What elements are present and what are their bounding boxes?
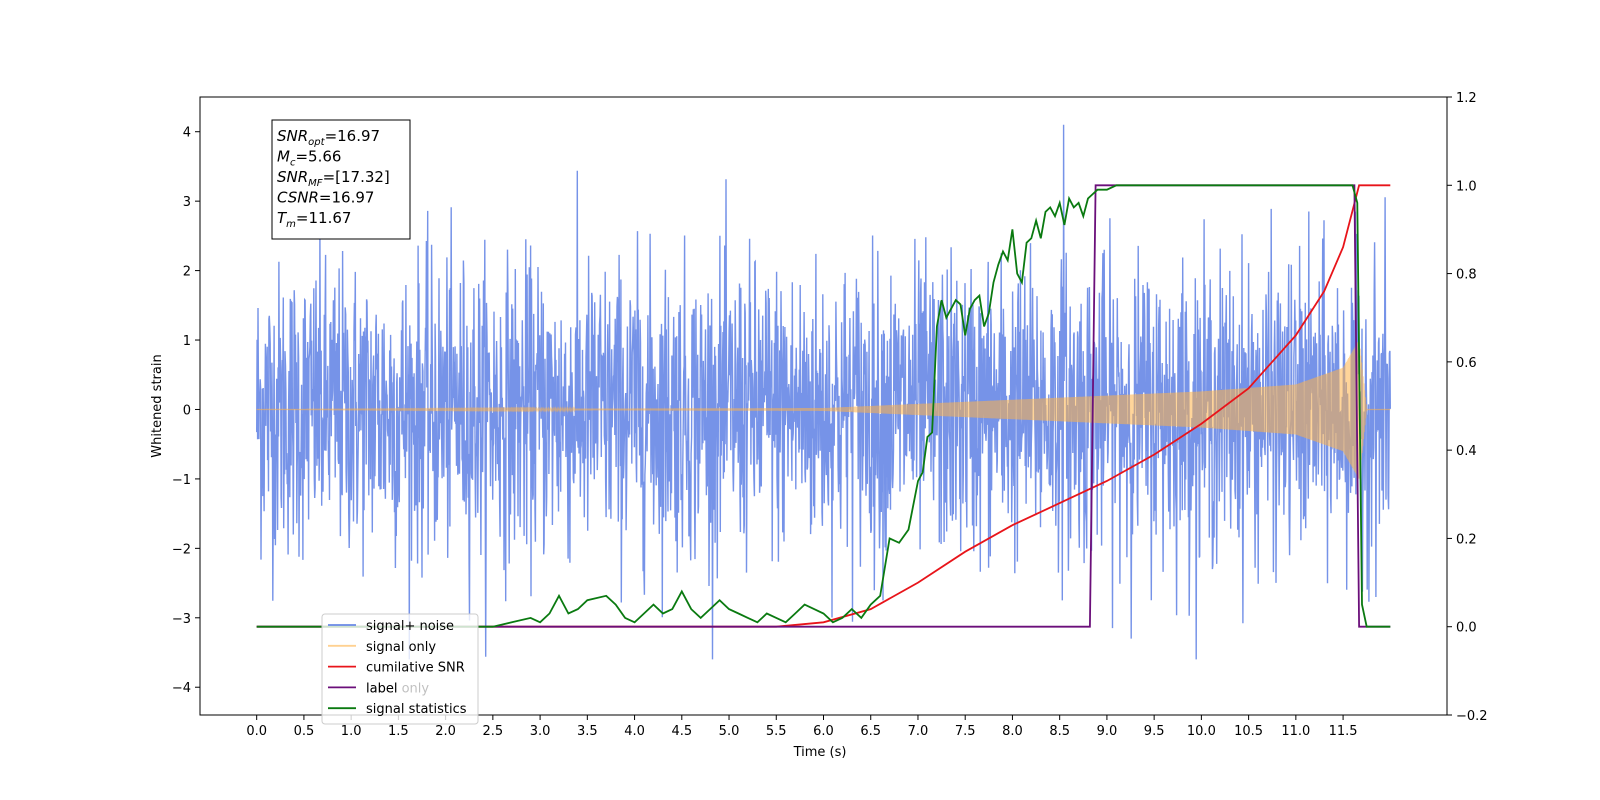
y-tick-label: −4 [172, 681, 191, 696]
series-signal-statistics [256, 184, 1391, 628]
parameter-annotation: SNRopt=16.97Mc=5.66SNRMF=[17.32]CSNR=16.… [271, 119, 411, 240]
annotation-line: Tm=11.67 [277, 209, 351, 230]
x-tick-label: 5.0 [719, 724, 740, 739]
y-tick-label: 1 [183, 334, 191, 349]
annotation-line: CSNR=16.97 [277, 189, 374, 207]
y2-tick-label: 1.2 [1456, 91, 1477, 106]
y2-tick-label: 0.6 [1456, 356, 1477, 371]
y-axis-right: −0.2 0.0 0.2 0.4 0.6 0.8 1.0 1.2 [1447, 91, 1488, 724]
x-tick-label: 4.0 [624, 724, 645, 739]
y-tick-label: 4 [183, 126, 191, 141]
y2-tick-label: −0.2 [1456, 709, 1488, 724]
x-axis-label: Time (s) [793, 745, 847, 760]
x-tick-label: 0.0 [246, 724, 267, 739]
y-axis-label: Whitened strain [150, 354, 165, 457]
y2-tick-label: 0.4 [1456, 444, 1477, 459]
x-tick-label: 6.0 [813, 724, 834, 739]
x-tick-label: 10.5 [1234, 724, 1263, 739]
x-tick-label: 8.0 [1002, 724, 1023, 739]
series-layer [256, 124, 1391, 660]
annotation-line: SNRMF=[17.32] [277, 168, 390, 189]
annotation-frame [271, 119, 411, 240]
x-tick-label: 3.5 [577, 724, 598, 739]
y2-tick-label: 0.8 [1456, 268, 1477, 283]
x-tick-label: 6.5 [860, 724, 881, 739]
y-tick-label: 0 [183, 403, 191, 418]
y-tick-label: 3 [183, 195, 191, 210]
legend-label: signal statistics [366, 702, 467, 717]
x-tick-label: 7.0 [908, 724, 929, 739]
x-tick-label: 11.0 [1281, 724, 1310, 739]
x-tick-label: 8.5 [1049, 724, 1070, 739]
y2-tick-label: 1.0 [1456, 179, 1477, 194]
x-tick-label: 5.5 [766, 724, 787, 739]
legend-label-hidden: label only [366, 681, 429, 696]
series-signal-only [256, 340, 1391, 479]
y-tick-label: 2 [183, 265, 191, 280]
x-tick-label: 9.5 [1144, 724, 1165, 739]
annotation-line: SNRopt=16.97 [277, 127, 380, 148]
x-tick-label: 10.0 [1187, 724, 1216, 739]
legend-label: signal only [366, 640, 436, 655]
x-tick-label: 0.5 [294, 724, 315, 739]
legend: signal+ noise signal only cumilative SNR la… [321, 613, 479, 725]
x-tick-label: 1.0 [341, 724, 362, 739]
series-cumilative-snr [256, 184, 1391, 628]
y-tick-label: −3 [172, 612, 191, 627]
x-tick-label: 1.5 [388, 724, 409, 739]
x-tick-label: 9.0 [1097, 724, 1118, 739]
x-tick-label: 7.5 [955, 724, 976, 739]
x-tick-label: 3.0 [530, 724, 551, 739]
y-tick-label: −1 [172, 473, 191, 488]
legend-label: cumilative SNR [366, 661, 465, 676]
y-axis-left: −4 −3 −2 −1 0 1 2 3 4 [172, 126, 200, 696]
legend-label: signal+ noise [366, 619, 454, 634]
legend-frame [321, 613, 479, 725]
y2-tick-label: 0.0 [1456, 621, 1477, 636]
annotation-line: Mc=5.66 [277, 148, 341, 169]
x-tick-label: 2.0 [435, 724, 456, 739]
y-tick-label: −2 [172, 542, 191, 557]
x-tick-label: 11.5 [1329, 724, 1358, 739]
legend-label: label [366, 681, 397, 696]
y2-tick-label: 0.2 [1456, 532, 1477, 547]
x-tick-label: 4.5 [671, 724, 692, 739]
x-tick-label: 2.5 [483, 724, 504, 739]
x-axis: 0.0 0.5 1.0 1.5 2.0 2.5 3.0 3.5 4.0 4.5 5.0 5.5 6.0 6… [246, 715, 1358, 739]
